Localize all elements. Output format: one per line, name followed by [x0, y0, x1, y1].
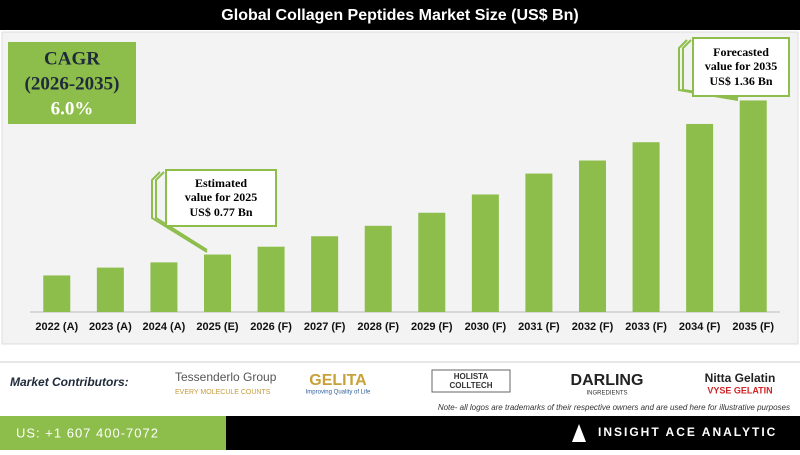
- x-tick-label: 2027 (F): [304, 321, 346, 333]
- bar: [579, 160, 606, 312]
- bar: [418, 212, 446, 312]
- x-tick-label: 2030 (F): [465, 321, 507, 333]
- bar: [43, 275, 71, 312]
- logo-text: EVERY MOLECULE COUNTS: [175, 389, 271, 396]
- logo-text: COLLTECH: [450, 381, 493, 390]
- logo-text: HOLISTA: [454, 372, 489, 381]
- cagr-label: CAGR: [44, 48, 100, 69]
- annotation-text: Forecasted: [713, 45, 769, 59]
- logo-text: Improving Quality of Life: [306, 390, 371, 396]
- bar: [311, 236, 339, 312]
- annotation-box: [165, 169, 277, 227]
- x-tick-label: 2024 (A): [143, 321, 186, 333]
- bar: [525, 173, 553, 312]
- x-tick-label: 2031 (F): [518, 321, 560, 333]
- note: Note- all logos are trademarks of their …: [438, 403, 790, 412]
- bar: [632, 142, 660, 312]
- phone: US: +1 607 400-7072: [16, 425, 159, 440]
- connector: [155, 171, 208, 251]
- x-tick-label: 2023 (A): [89, 321, 132, 333]
- logo-frame: [431, 369, 511, 393]
- bar: [739, 100, 767, 313]
- contributors-label: Market Contributors:: [10, 375, 129, 389]
- x-tick-label: 2032 (F): [572, 321, 614, 333]
- bar: [686, 123, 714, 312]
- chart-title: Global Collagen Peptides Market Size (US…: [221, 7, 578, 24]
- logo-text: DARLING: [571, 372, 644, 389]
- annotation-text: value for 2025: [185, 190, 257, 204]
- bar: [257, 246, 285, 312]
- annotation-text: Estimated: [195, 176, 247, 190]
- connector: [151, 171, 208, 253]
- x-tick-label: 2034 (F): [679, 321, 721, 333]
- logo-text: Tessenderlo Group: [175, 370, 277, 384]
- title-bar: [0, 0, 800, 30]
- x-tick-label: 2025 (E): [196, 321, 239, 333]
- bar: [96, 267, 124, 312]
- annotation-text: value for 2035: [705, 59, 777, 73]
- brand: INSIGHT ACE ANALYTIC: [598, 425, 777, 439]
- bar: [364, 225, 392, 312]
- phone-bar: [0, 416, 226, 450]
- x-tick-label: 2029 (F): [411, 321, 453, 333]
- annotation-text: US$ 1.36 Bn: [709, 74, 772, 88]
- bar: [204, 254, 231, 312]
- brand-icon: [572, 424, 586, 442]
- x-tick-label: 2022 (A): [35, 321, 78, 333]
- x-tick-label: 2028 (F): [357, 321, 399, 333]
- cagr-value: 6.0%: [51, 98, 94, 119]
- bar: [471, 194, 499, 312]
- x-tick-label: 2026 (F): [250, 321, 292, 333]
- x-tick-label: 2035 (F): [732, 321, 774, 333]
- cagr-box: [8, 42, 136, 124]
- logo-text: Nitta Gelatin: [705, 371, 776, 385]
- bar: [150, 262, 178, 312]
- brand-bar: [226, 416, 800, 450]
- logo-text: INGREDIENTS: [586, 391, 627, 397]
- annotation-text: US$ 0.77 Bn: [189, 205, 252, 219]
- annotation-box: [692, 37, 790, 97]
- x-tick-label: 2033 (F): [625, 321, 667, 333]
- logo-text: VYSE GELATIN: [707, 385, 772, 395]
- cagr-period: (2026-2035): [25, 73, 120, 94]
- logo-text: GELITA: [309, 372, 367, 389]
